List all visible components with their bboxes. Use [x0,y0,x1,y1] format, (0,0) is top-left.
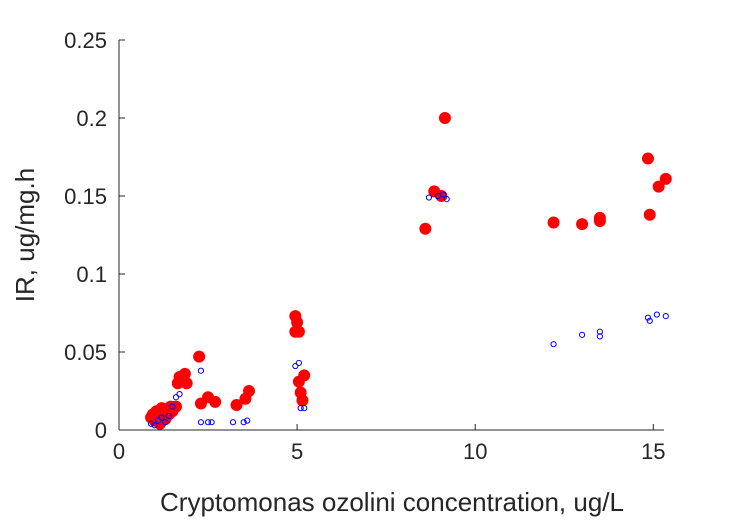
data-point-blue [596,333,603,340]
data-point-blue [204,419,212,426]
data-point-blue [443,196,450,203]
ticks: 0 5 10 15 0 0.05 0.1 0.15 0.2 0.25 [64,28,665,464]
data-point-red [296,394,309,407]
data-point-blue [197,367,205,374]
data-point-blue [644,314,652,321]
x-tick-label: 15 [641,439,665,464]
data-point-blue [550,341,557,348]
data-point-red [593,214,606,227]
data-point-red [652,180,665,193]
x-axis-label: Cryptomonas ozolini concentration, ug/L [160,487,624,517]
x-tick-label: 10 [463,439,487,464]
data-point-blue [662,313,669,320]
data-points [145,112,672,430]
data-point-blue [169,403,176,410]
data-point-blue [162,419,169,426]
data-point-blue [176,391,183,398]
data-point-red [659,172,672,185]
y-axis-label: IR, ug/mg.h [10,168,40,302]
data-point-blue [425,194,433,201]
data-point-blue [434,192,441,200]
y-tick-label: 0.2 [76,106,107,131]
data-point-blue [244,417,251,424]
data-point-blue [197,419,205,426]
data-point-red [643,208,656,221]
data-point-blue [440,191,447,198]
y-tick-label: 0.05 [64,340,107,365]
data-point-blue [297,405,304,412]
y-tick-label: 0.1 [76,262,107,287]
data-point-blue [151,422,158,429]
data-point-red [209,395,222,408]
data-point-blue [295,359,302,367]
data-point-red [438,112,451,124]
data-point-red [576,218,589,231]
data-point-blue [301,405,308,412]
data-point-blue [240,419,247,426]
data-point-red [641,152,654,165]
y-tick-label: 0 [95,418,107,443]
axes [118,40,664,431]
data-point-blue [292,362,299,370]
y-tick-label: 0.25 [64,28,107,53]
y-tick-label: 0.15 [64,184,107,209]
data-point-red [292,325,305,338]
data-point-red [243,385,256,397]
data-point-blue [147,420,155,427]
data-point-blue [208,419,215,426]
data-point-blue [578,331,586,338]
data-point-red [180,377,193,390]
data-point-blue [155,417,162,424]
data-point-red [169,400,182,413]
data-point-blue [596,328,603,335]
data-point-blue [229,419,237,426]
data-point-blue [165,412,172,420]
x-tick-label: 5 [291,439,303,464]
data-point-red [230,399,243,412]
data-point-red [298,369,311,382]
data-point-blue [158,414,165,421]
data-point-red [419,222,432,235]
data-point-red [547,216,560,229]
data-point-blue [646,317,653,324]
data-point-blue [653,311,660,318]
data-point-blue [172,394,180,401]
data-point-red [193,350,206,363]
x-tick-label: 0 [113,439,125,464]
